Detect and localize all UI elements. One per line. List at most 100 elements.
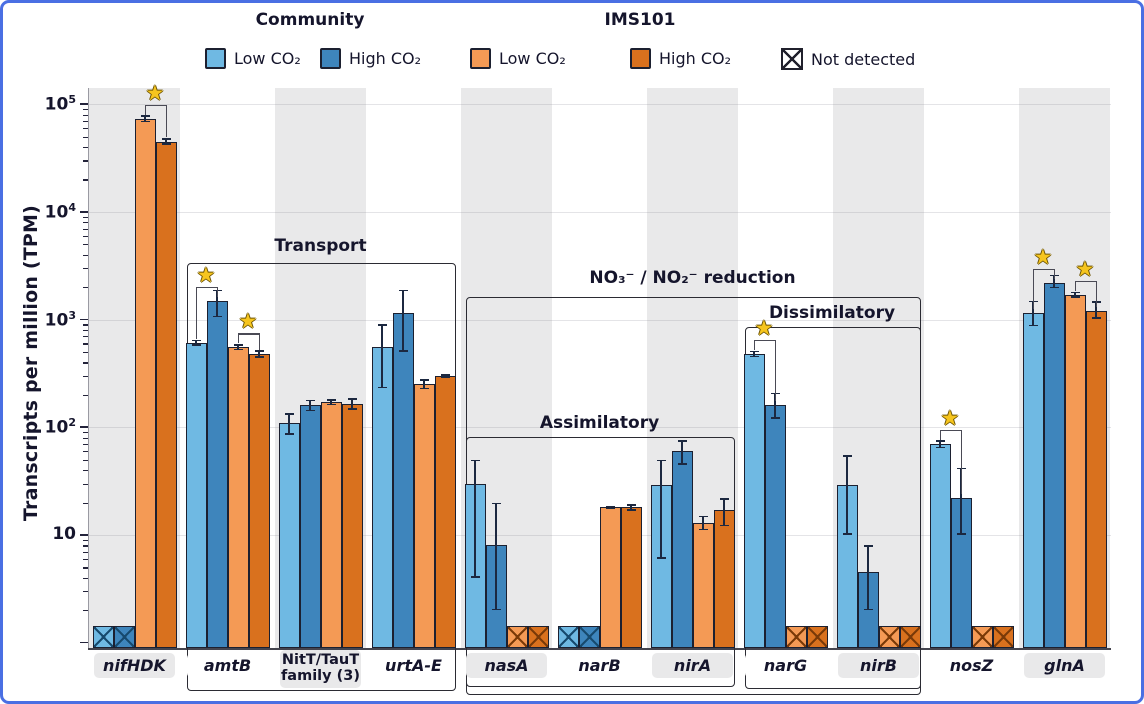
error-bar-cap: [347, 398, 357, 400]
ims101-low-swatch: [470, 48, 491, 69]
significance-bracket: [940, 429, 961, 432]
bar: [743, 353, 765, 648]
error-bar-cap: [419, 379, 429, 381]
error-bar: [630, 504, 632, 511]
error-bar-cap: [626, 509, 636, 511]
y-minor-tick: [83, 591, 88, 593]
error-bar-cap: [1070, 296, 1080, 298]
error-bar-cap: [842, 455, 852, 457]
error-bar-cap: [377, 324, 387, 326]
y-minor-tick: [83, 228, 88, 230]
error-bar: [702, 515, 704, 531]
error-bar: [144, 115, 146, 123]
not-detected-marker: [878, 626, 900, 648]
gene-label: nirA: [652, 653, 733, 678]
error-bar-cap: [1028, 324, 1038, 327]
error-bar: [960, 467, 962, 535]
bar: [1064, 294, 1086, 648]
bar: [320, 402, 342, 648]
error-bar-cap: [863, 608, 873, 611]
bar: [278, 422, 300, 648]
bar: [371, 347, 393, 648]
gene-label: nasA: [466, 653, 547, 678]
error-bar: [423, 379, 425, 390]
community-high-swatch: [320, 48, 341, 69]
group-box-label: Assimilatory: [539, 413, 660, 433]
error-bar-cap: [863, 545, 873, 547]
y-minor-tick: [83, 375, 88, 378]
error-bar-cap: [626, 504, 636, 506]
y-minor-tick: [83, 254, 88, 256]
error-bar-cap: [1091, 317, 1101, 319]
error-bar: [753, 350, 755, 358]
error-bar: [609, 505, 611, 509]
y-axis-spine: [88, 88, 89, 648]
decade-gridline: [88, 319, 1111, 321]
error-bar: [474, 459, 476, 578]
error-bar-cap: [440, 376, 450, 378]
decade-gridline: [88, 427, 1111, 429]
y-minor-tick: [83, 136, 88, 138]
bar: [434, 375, 456, 648]
y-minor-tick: [83, 235, 88, 237]
bar: [341, 403, 363, 648]
error-bar-cap: [605, 505, 615, 508]
bar: [392, 313, 414, 648]
error-bar: [867, 545, 869, 611]
significance-bracket: [1033, 268, 1035, 309]
error-bar: [495, 502, 497, 611]
error-bar-cap: [233, 348, 243, 351]
y-major-tick: [80, 211, 88, 213]
not-detected-marker: [113, 626, 135, 648]
group-box-label: NO₃⁻ / NO₂⁻ reduction: [589, 268, 796, 288]
error-bar: [444, 374, 446, 378]
error-bar: [681, 440, 683, 465]
y-minor-tick: [83, 351, 88, 354]
significance-bracket: [754, 339, 756, 350]
community-low-swatch: [205, 48, 226, 69]
significance-star: ★: [238, 309, 258, 334]
error-bar-cap: [719, 498, 729, 500]
error-bar-cap: [326, 403, 336, 406]
y-major-tick: [80, 318, 88, 321]
error-bar: [288, 413, 290, 435]
y-minor-tick: [83, 268, 88, 270]
bar: [185, 343, 207, 648]
significance-bracket: [217, 286, 219, 297]
gene-label: nosZ: [931, 653, 1012, 678]
significance-star: ★: [754, 315, 774, 340]
error-bar-cap: [347, 408, 357, 410]
bar: [206, 300, 228, 648]
bar: [599, 507, 621, 648]
y-tick-label: 105: [44, 93, 76, 115]
not-detected-marker: [899, 626, 921, 648]
y-minor-tick: [83, 551, 88, 553]
y-minor-tick: [83, 459, 88, 461]
y-minor-tick: [83, 343, 88, 345]
y-minor-tick: [83, 502, 88, 504]
significance-star: ★: [1075, 256, 1095, 281]
not-detected-marker: [506, 626, 528, 648]
error-bar-cap: [698, 528, 708, 531]
error-bar: [381, 324, 383, 389]
legend-label: Low CO₂: [499, 49, 566, 68]
error-bar: [237, 344, 239, 351]
y-minor-tick: [83, 610, 88, 612]
y-minor-tick: [83, 147, 88, 149]
error-bar: [258, 350, 260, 358]
not-detected-marker: [92, 626, 114, 648]
error-bar-cap: [254, 350, 264, 352]
error-bar-cap: [677, 440, 687, 442]
significance-bracket: [238, 333, 240, 344]
error-bar-cap: [440, 374, 450, 376]
bar: [929, 443, 951, 648]
y-minor-tick: [83, 539, 88, 542]
error-bar-cap: [305, 409, 315, 412]
error-bar: [195, 339, 197, 346]
error-bar: [939, 440, 941, 449]
y-minor-tick: [83, 160, 88, 162]
error-bar-cap: [305, 399, 315, 402]
significance-bracket: [259, 333, 261, 350]
significance-star: ★: [196, 262, 216, 287]
